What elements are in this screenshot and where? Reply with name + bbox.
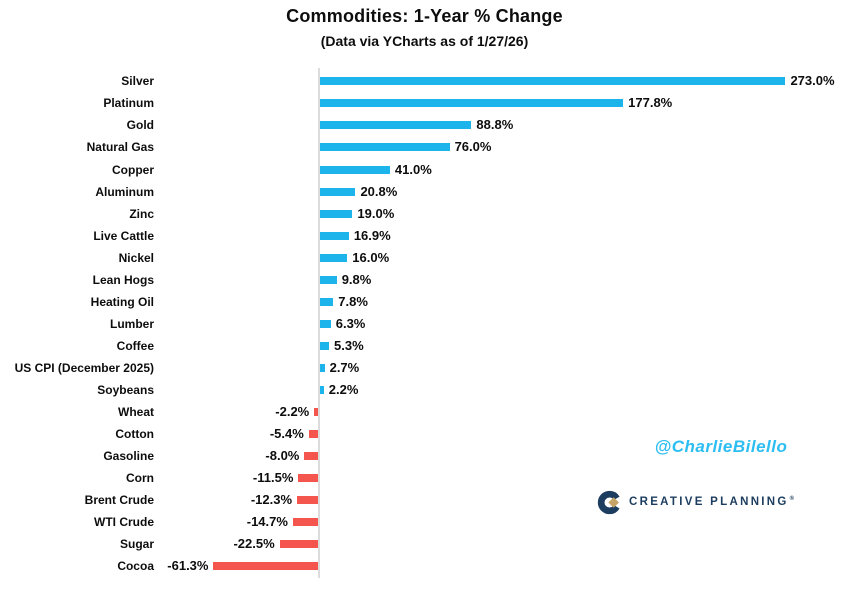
value-label: -22.5% [233, 536, 275, 552]
positive-bar [320, 297, 334, 306]
value-label: -2.2% [275, 404, 310, 420]
creative-planning-c-icon [597, 490, 622, 514]
category-label: Silver [121, 74, 154, 89]
negative-bar [298, 474, 318, 483]
value-label: 16.9% [353, 227, 391, 243]
category-label: Copper [112, 162, 154, 177]
category-label: Platinum [103, 96, 154, 111]
value-label: -12.3% [250, 492, 293, 508]
value-label: 20.8% [360, 183, 398, 199]
category-label: WTI Crude [94, 515, 154, 530]
value-label: 76.0% [454, 139, 492, 155]
registered-trademark-mark: ® [789, 496, 797, 503]
category-label: Cocoa [117, 559, 154, 574]
value-label: 2.2% [328, 382, 359, 397]
value-label: 7.8% [338, 293, 368, 309]
positive-bar [320, 363, 325, 372]
value-label: -14.7% [246, 514, 288, 530]
category-label: Lumber [109, 316, 154, 331]
value-label: 5.3% [334, 337, 364, 353]
watermark-handle: @CharlieBilello [654, 437, 788, 456]
positive-bar [320, 165, 390, 174]
positive-bar [320, 121, 472, 130]
category-label: Coffee [116, 338, 154, 353]
positive-bar [320, 341, 330, 350]
zero-axis-line [318, 68, 320, 578]
category-label: Gold [126, 118, 154, 133]
negative-bar [308, 430, 318, 439]
positive-bar [320, 187, 356, 196]
category-label: US CPI (December 2025) [14, 360, 154, 375]
category-label: Wheat [118, 405, 154, 420]
positive-bar [320, 209, 353, 218]
value-label: 41.0% [394, 161, 432, 177]
category-label: Live Cattle [93, 228, 154, 243]
positive-bar [320, 99, 624, 108]
logo-text: CREATIVE PLANNING® [629, 496, 797, 508]
category-label: Lean Hogs [92, 272, 154, 287]
creative-planning-logo: CREATIVE PLANNING® [597, 488, 796, 516]
category-label: Heating Oil [90, 294, 154, 309]
value-label: -61.3% [167, 558, 209, 574]
negative-bar [213, 562, 318, 571]
category-label: Sugar [119, 537, 154, 552]
positive-bar [320, 231, 349, 240]
value-label: 273.0% [790, 73, 835, 89]
category-label: Nickel [118, 250, 154, 265]
value-label: 19.0% [357, 205, 395, 221]
positive-bar [320, 253, 348, 262]
value-label: 16.0% [352, 249, 390, 265]
value-label: 177.8% [628, 95, 673, 111]
value-label: 88.8% [476, 117, 514, 133]
positive-bar [320, 386, 324, 394]
category-label: Aluminum [95, 184, 154, 199]
category-label: Corn [126, 471, 154, 486]
value-label: 2.7% [329, 359, 360, 375]
category-label: Gasoline [103, 449, 154, 464]
positive-bar [320, 143, 450, 152]
value-label: -11.5% [252, 470, 294, 486]
category-label: Zinc [129, 206, 154, 221]
value-label: 9.8% [341, 271, 372, 287]
negative-bar [279, 540, 318, 549]
negative-bar [314, 408, 318, 417]
negative-bar [292, 518, 318, 527]
positive-bar [320, 275, 337, 284]
category-label: Brent Crude [84, 493, 154, 508]
chart-subtitle: (Data via YCharts as of 1/27/26) [320, 33, 529, 49]
category-label: Natural Gas [86, 140, 154, 155]
category-label: Cotton [115, 427, 154, 442]
positive-bar [320, 319, 331, 328]
value-label: -8.0% [265, 448, 300, 464]
category-label: Soybeans [97, 383, 154, 397]
positive-bar [320, 77, 786, 86]
value-label: 6.3% [335, 315, 366, 331]
negative-bar [304, 452, 318, 461]
negative-bar [297, 496, 318, 505]
value-label: -5.4% [269, 426, 304, 442]
chart-title: Commodities: 1-Year % Change [286, 6, 563, 26]
